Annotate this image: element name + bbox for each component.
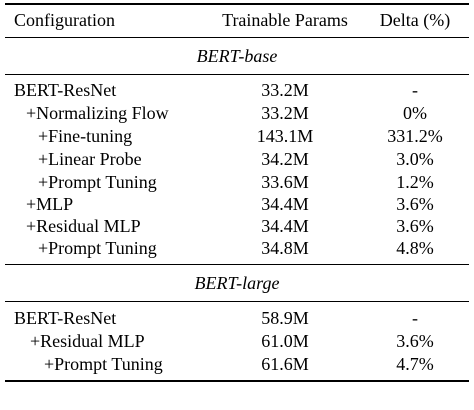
- row-params: 143.1M: [256, 126, 314, 146]
- row-config: +Prompt Tuning: [38, 172, 157, 192]
- section-rule: [5, 74, 469, 75]
- row-config: BERT-ResNet: [14, 308, 117, 328]
- row-params: 61.0M: [261, 331, 309, 351]
- bottom-rule: [5, 380, 469, 382]
- row-delta: 3.6%: [396, 194, 434, 214]
- table-row: +Prompt Tuning 33.6M 1.2%: [0, 170, 474, 194]
- row-config: +Prompt Tuning: [38, 238, 157, 258]
- section-title-bert-large: BERT-large: [194, 273, 280, 293]
- row-delta: 0%: [403, 103, 427, 123]
- row-config: +Linear Probe: [38, 149, 142, 169]
- header-trainable-params: Trainable Params: [222, 10, 348, 30]
- row-config: +Residual MLP: [26, 216, 141, 236]
- row-params: 34.4M: [261, 194, 309, 214]
- row-config: +Fine-tuning: [38, 126, 133, 146]
- table-row: +MLP 34.4M 3.6%: [0, 192, 474, 216]
- row-delta: 3.6%: [396, 216, 434, 236]
- table-row: +Fine-tuning 143.1M 331.2%: [0, 124, 474, 148]
- row-params: 58.9M: [261, 308, 309, 328]
- row-params: 34.4M: [261, 216, 309, 236]
- row-delta: 4.7%: [396, 354, 434, 374]
- row-config: BERT-ResNet: [14, 80, 117, 100]
- table-row: +Prompt Tuning 61.6M 4.7%: [0, 352, 474, 376]
- row-params: 61.6M: [261, 354, 309, 374]
- row-delta: 1.2%: [396, 172, 434, 192]
- section-rule: [5, 301, 469, 302]
- header-configuration: Configuration: [14, 10, 115, 30]
- table-row: +Residual MLP 34.4M 3.6%: [0, 214, 474, 238]
- header-rule: [5, 37, 469, 38]
- table-row: +Prompt Tuning 34.8M 4.8%: [0, 236, 474, 260]
- row-delta: 331.2%: [387, 126, 443, 146]
- table-row: +Residual MLP 61.0M 3.6%: [0, 329, 474, 353]
- row-params: 34.2M: [261, 149, 309, 169]
- top-rule: [5, 3, 469, 5]
- table-row: BERT-ResNet 33.2M -: [0, 78, 474, 102]
- row-params: 33.6M: [261, 172, 309, 192]
- row-config: +MLP: [26, 194, 74, 214]
- row-params: 34.8M: [261, 238, 309, 258]
- table-row: +Normalizing Flow 33.2M 0%: [0, 101, 474, 125]
- table-row: BERT-ResNet 58.9M -: [0, 306, 474, 330]
- row-params: 33.2M: [261, 80, 309, 100]
- section-divider-rule: [5, 264, 469, 265]
- row-delta: 4.8%: [396, 238, 434, 258]
- row-params: 33.2M: [261, 103, 309, 123]
- row-delta: 3.6%: [396, 331, 434, 351]
- table-row: +Linear Probe 34.2M 3.0%: [0, 147, 474, 171]
- row-delta: -: [412, 80, 418, 100]
- row-config: +Normalizing Flow: [26, 103, 169, 123]
- row-config: +Prompt Tuning: [44, 354, 163, 374]
- header-row: Configuration Trainable Params Delta (%): [0, 8, 474, 32]
- row-delta: 3.0%: [396, 149, 434, 169]
- section-title-bert-base: BERT-base: [196, 46, 278, 66]
- row-delta: -: [412, 308, 418, 328]
- row-config: +Residual MLP: [30, 331, 145, 351]
- header-delta: Delta (%): [379, 10, 451, 30]
